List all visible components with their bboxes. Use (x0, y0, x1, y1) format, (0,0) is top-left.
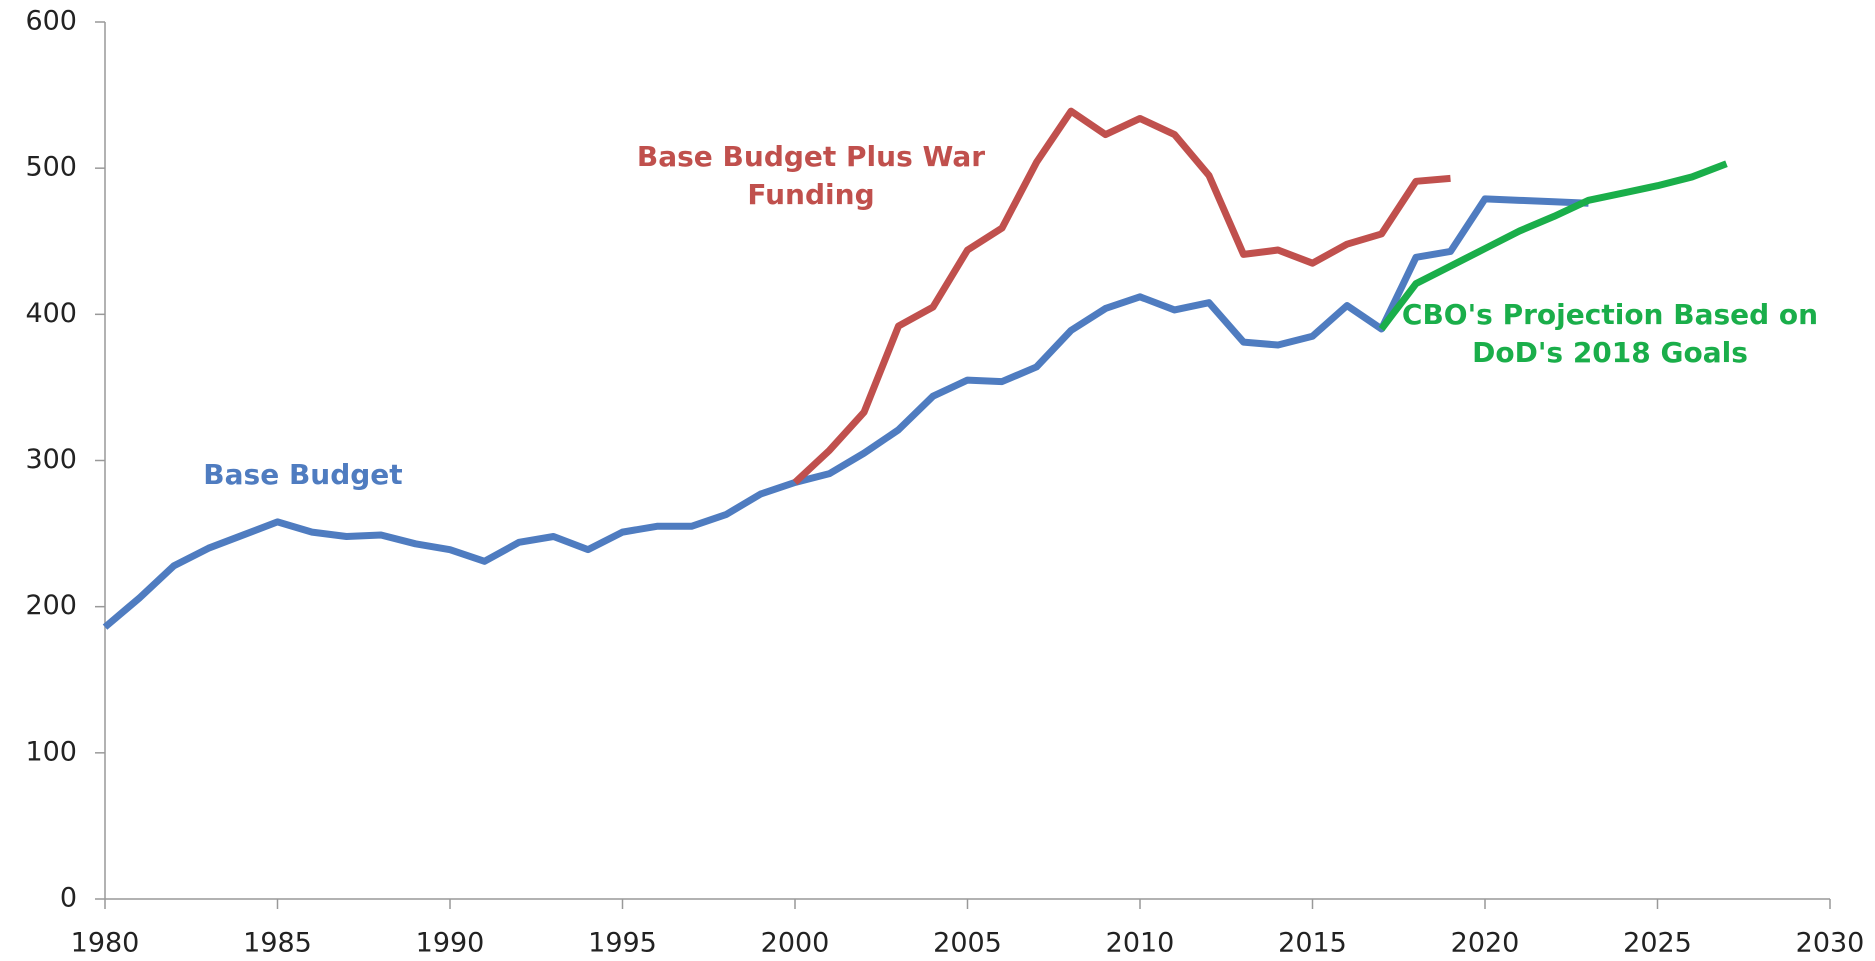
x-tick-label: 1990 (416, 928, 485, 959)
series-label: Base Budget (203, 458, 403, 491)
series-line (102, 195, 1589, 630)
x-tick-label: 1980 (71, 928, 140, 959)
x-tick-label: 1995 (588, 928, 657, 959)
y-tick-label: 300 (25, 444, 77, 475)
x-tick-label: 2025 (1623, 928, 1692, 959)
x-tick-label: 2030 (1796, 928, 1865, 959)
x-tick-label: 1985 (243, 928, 312, 959)
series-line (1378, 160, 1728, 332)
series-label: Base Budget Plus War Funding (636, 140, 986, 211)
y-tick-label: 100 (25, 736, 77, 767)
series-label: CBO's Projection Based on DoD's 2018 Goa… (1401, 298, 1819, 369)
series-line (792, 107, 1451, 485)
x-tick-label: 2000 (761, 928, 830, 959)
x-tick-label: 2020 (1451, 928, 1520, 959)
x-tick-label: 2015 (1278, 928, 1347, 959)
x-tick-label: 2005 (933, 928, 1002, 959)
y-tick-label: 600 (25, 6, 77, 37)
y-tick-label: 200 (25, 590, 77, 621)
y-tick-label: 0 (60, 883, 77, 914)
x-tick-label: 2010 (1106, 928, 1175, 959)
y-tick-label: 500 (25, 152, 77, 183)
y-tick-label: 400 (25, 298, 77, 329)
